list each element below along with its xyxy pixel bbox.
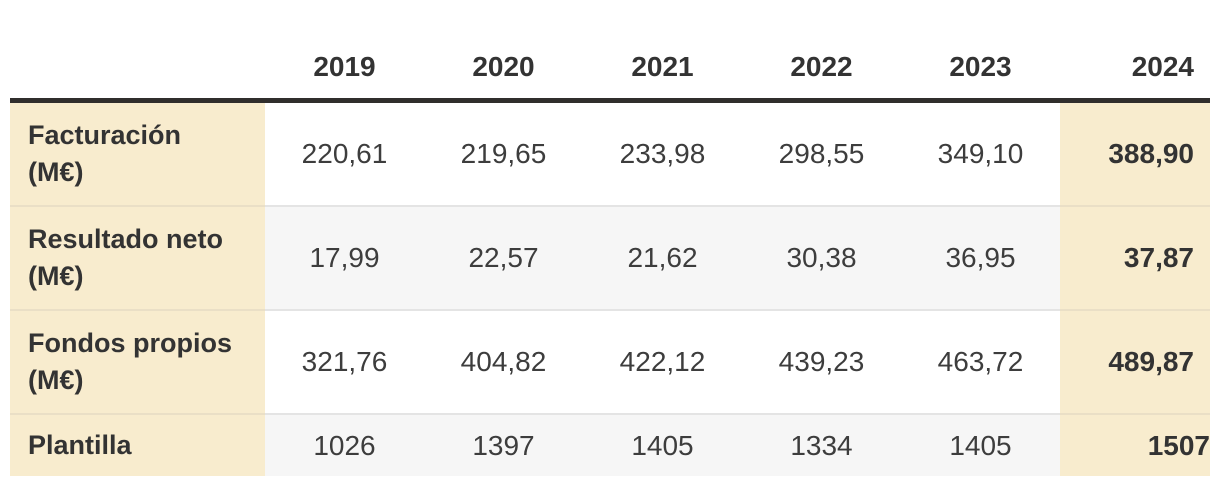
cell-plantilla-2023: 1405 bbox=[901, 413, 1060, 476]
table-row-resultado-neto: Resultado neto (M€) 17,99 22,57 21,62 30,38 36… bbox=[10, 205, 1210, 310]
table-row-plantilla: Plantilla 1026 1397 1405 1334 1405 1507 bbox=[10, 413, 1210, 476]
row-label-resultado-neto: Resultado neto (M€) bbox=[10, 205, 265, 310]
cell-plantilla-2024: 1507 bbox=[1060, 413, 1210, 476]
row-label-line: Plantilla bbox=[28, 430, 132, 460]
cell-facturacion-2022: 298,55 bbox=[778, 138, 865, 169]
row-label-fondos-propios: Fondos propios (M€) bbox=[10, 309, 265, 414]
cell-fondos-propios-2020: 404,82 bbox=[424, 309, 583, 414]
year-header-2023: 2023 bbox=[901, 40, 1060, 103]
cell-facturacion-2024: 388,90 bbox=[1060, 100, 1210, 206]
cell-facturacion-2020: 219,65 bbox=[460, 138, 547, 169]
cell-facturacion-2021: 233,98 bbox=[619, 138, 706, 169]
row-label-line: Facturación bbox=[28, 120, 182, 150]
year-header-2022: 2022 bbox=[742, 40, 901, 103]
cell-resultado-neto-2021: 21,62 bbox=[583, 205, 742, 310]
table-row-facturacion: Facturación (M€) 220,61 219,65 233,98 298,55 3… bbox=[10, 100, 1210, 206]
year-header-row: 2019 2020 2021 2022 2023 2024 bbox=[10, 40, 1210, 103]
cell-resultado-neto-2023: 36,95 bbox=[901, 205, 1060, 310]
cell-fondos-propios-2023: 463,72 bbox=[901, 309, 1060, 414]
cell-fondos-propios-2022: 439,23 bbox=[742, 309, 901, 414]
cell-resultado-neto-2022: 30,38 bbox=[742, 205, 901, 310]
table-row-fondos-propios: Fondos propios (M€) 321,76 404,82 422,12 439,… bbox=[10, 309, 1210, 414]
row-label-line: (M€) bbox=[28, 365, 84, 395]
cell-fondos-propios-2021: 422,12 bbox=[583, 309, 742, 414]
cell-plantilla-2019: 1026 bbox=[265, 413, 424, 476]
financial-results-table: 2019 2020 2021 2022 2023 2024 Facturación (M€)… bbox=[10, 40, 1210, 476]
cell-facturacion-2023: 349,10 bbox=[937, 138, 1024, 169]
year-header-2021: 2021 bbox=[583, 40, 742, 103]
cell-resultado-neto-2019: 17,99 bbox=[265, 205, 424, 310]
row-label-line: (M€) bbox=[28, 157, 84, 187]
cell-facturacion-2019: 220,61 bbox=[301, 138, 388, 169]
row-label-line: (M€) bbox=[28, 261, 84, 291]
year-header-2019: 2019 bbox=[265, 40, 424, 103]
cell-plantilla-2021: 1405 bbox=[583, 413, 742, 476]
row-label-line: Fondos propios bbox=[28, 328, 232, 358]
row-label-facturacion: Facturación (M€) bbox=[10, 100, 265, 206]
row-label-plantilla: Plantilla bbox=[10, 413, 265, 476]
cell-plantilla-2022: 1334 bbox=[742, 413, 901, 476]
cell-resultado-neto-2024: 37,87 bbox=[1060, 205, 1210, 310]
year-header-2024: 2024 bbox=[1060, 40, 1210, 103]
cell-fondos-propios-2019: 321,76 bbox=[265, 309, 424, 414]
cell-plantilla-2020: 1397 bbox=[424, 413, 583, 476]
year-header-2020: 2020 bbox=[424, 40, 583, 103]
cell-fondos-propios-2024: 489,87 bbox=[1060, 309, 1210, 414]
cell-resultado-neto-2020: 22,57 bbox=[424, 205, 583, 310]
row-label-line: Resultado neto bbox=[28, 224, 224, 254]
corner-cell bbox=[10, 40, 265, 103]
